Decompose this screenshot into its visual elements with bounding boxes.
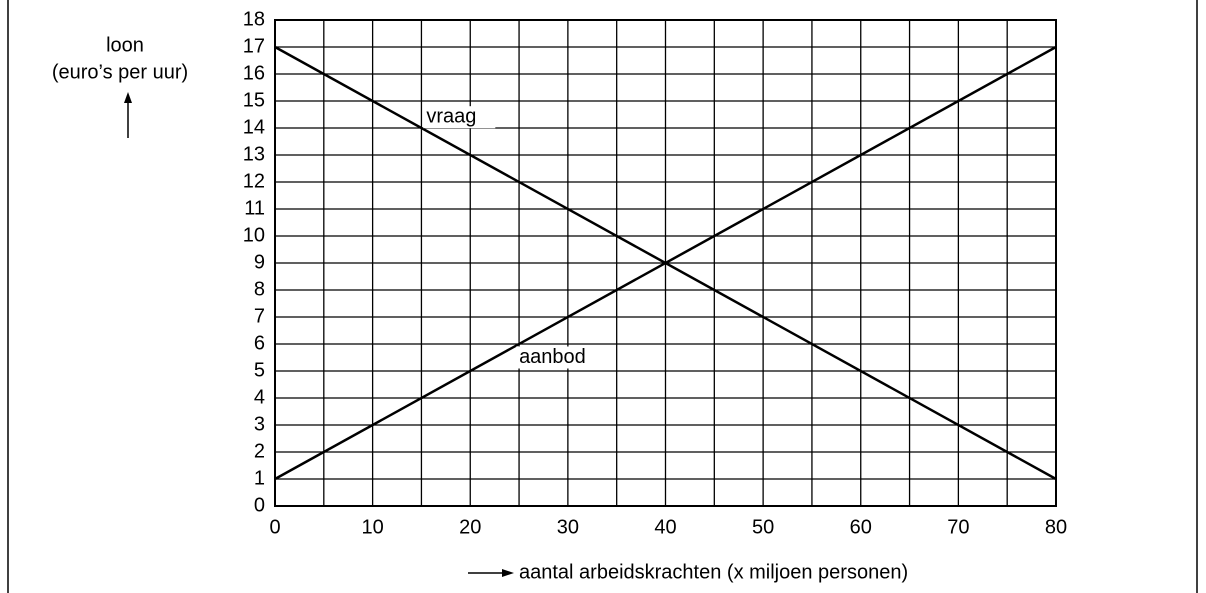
y-tick-label: 10 bbox=[243, 224, 265, 246]
x-tick-label: 30 bbox=[557, 516, 579, 538]
y-tick-label: 6 bbox=[254, 332, 265, 354]
y-tick-label: 0 bbox=[254, 494, 265, 516]
x-tick-label: 70 bbox=[947, 516, 969, 538]
annotation: aanbod bbox=[519, 346, 586, 368]
y-axis-label: (euro’s per uur) bbox=[52, 61, 188, 83]
y-tick-label: 13 bbox=[243, 143, 265, 165]
x-tick-label: 50 bbox=[752, 516, 774, 538]
x-axis-label: aantal arbeidskrachten (x miljoen person… bbox=[519, 561, 908, 583]
y-tick-label: 4 bbox=[254, 386, 265, 408]
y-tick-label: 15 bbox=[243, 89, 265, 111]
x-tick-label: 20 bbox=[459, 516, 481, 538]
y-tick-label: 5 bbox=[254, 359, 265, 381]
line bbox=[274, 45, 1057, 481]
plot-border bbox=[274, 19, 1057, 507]
y-tick-label: 3 bbox=[254, 413, 265, 435]
y-arrow-head bbox=[124, 92, 132, 103]
y-tick-label: 1 bbox=[254, 467, 265, 489]
y-axis-label: loon bbox=[106, 34, 144, 56]
y-tick-label: 14 bbox=[243, 116, 265, 138]
annotation: vraag bbox=[426, 105, 476, 127]
y-tick-label: 16 bbox=[243, 62, 265, 84]
x-tick-label: 60 bbox=[850, 516, 872, 538]
x-tick-label: 0 bbox=[269, 516, 280, 538]
y-tick-label: 17 bbox=[243, 35, 265, 57]
y-tick-label: 9 bbox=[254, 251, 265, 273]
x-arrow-head bbox=[502, 569, 514, 577]
y-tick-label: 12 bbox=[243, 170, 265, 192]
y-tick-label: 18 bbox=[243, 8, 265, 30]
x-tick-label: 10 bbox=[362, 516, 384, 538]
y-tick-label: 11 bbox=[244, 197, 265, 219]
y-tick-label: 7 bbox=[254, 305, 265, 327]
y-tick-label: 2 bbox=[254, 440, 265, 462]
y-tick-label: 8 bbox=[254, 278, 265, 300]
annotation-bg bbox=[516, 346, 609, 369]
x-tick-label: 80 bbox=[1045, 516, 1067, 538]
annotation-bg bbox=[423, 106, 496, 129]
x-tick-label: 40 bbox=[654, 516, 676, 538]
